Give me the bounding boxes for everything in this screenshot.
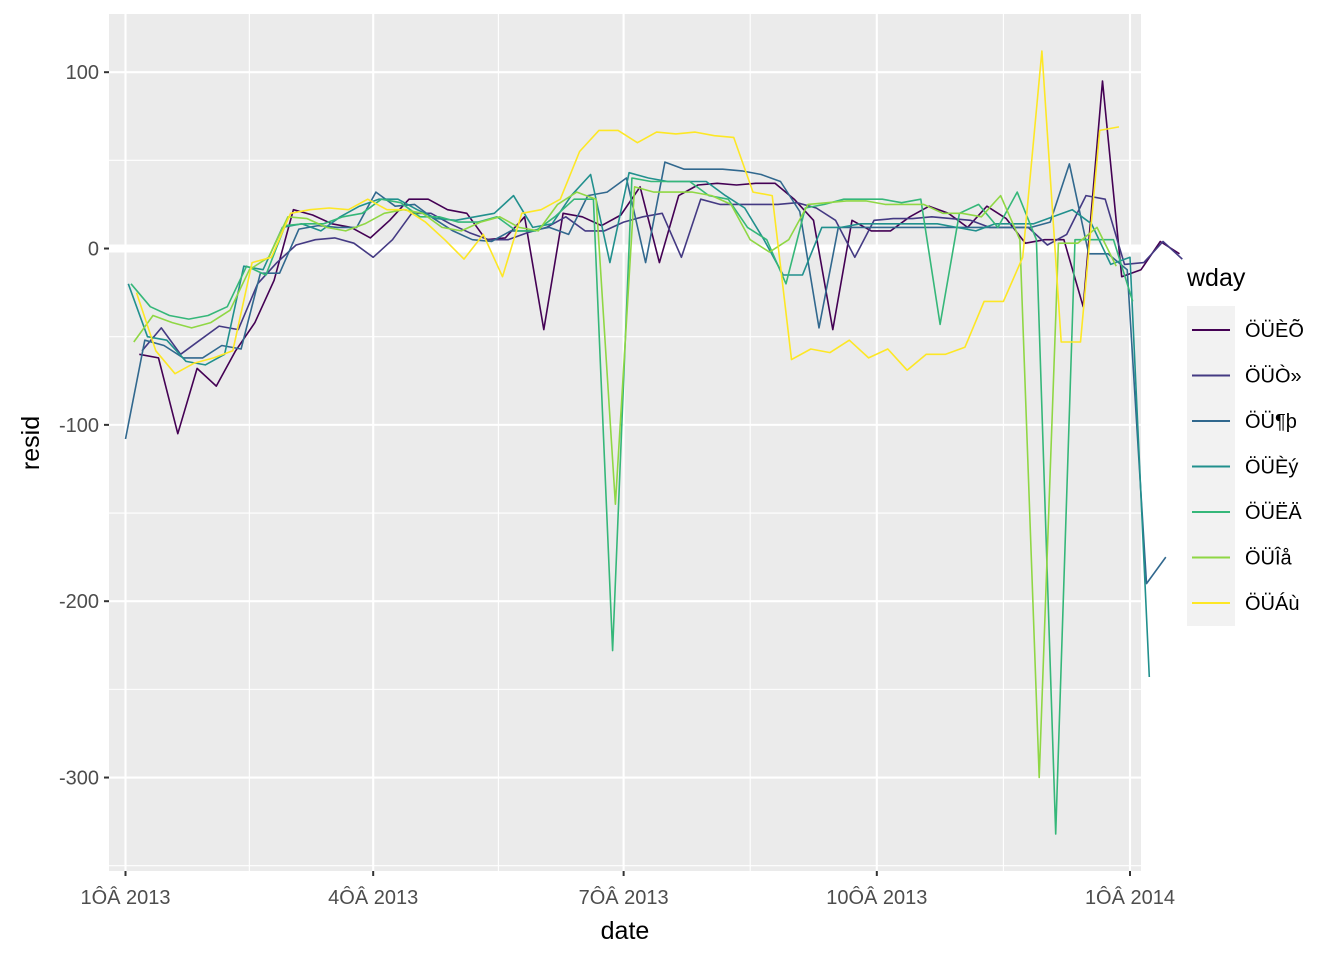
x-axis-title: date xyxy=(601,917,650,945)
legend-label: ÖÜÎå xyxy=(1245,547,1293,570)
plot-panel xyxy=(109,14,1141,871)
legend-label: ÖÜÒ» xyxy=(1245,365,1302,388)
minor-gridlines xyxy=(109,14,1141,871)
y-axis-title: resid xyxy=(17,416,45,470)
y-tick-label: -300 xyxy=(59,768,99,790)
y-tick-label: -200 xyxy=(59,591,99,613)
x-tick-label: 1ÔÂ 2013 xyxy=(80,886,170,909)
series-line xyxy=(139,80,1180,435)
legend-label: ÖÜËÄ xyxy=(1245,502,1302,524)
series-line xyxy=(133,186,1117,779)
legend-label: ÖÜÈý xyxy=(1245,456,1298,479)
y-tick-label: 0 xyxy=(88,239,99,261)
x-tick-label: 1ÔÂ 2014 xyxy=(1085,886,1175,909)
legend-label: ÖÜ¶þ xyxy=(1245,411,1297,433)
x-tick-label: 7ÔÂ 2013 xyxy=(579,886,669,909)
legend-label: ÖÜÈÕ xyxy=(1245,318,1304,342)
major-gridlines xyxy=(109,14,1141,871)
x-tick-label: 4ÔÂ 2013 xyxy=(328,886,418,909)
series-line xyxy=(130,177,1134,835)
legend-title: wday xyxy=(1186,264,1246,292)
series-line xyxy=(135,50,1120,375)
legend-label: ÖÜÁù xyxy=(1245,592,1299,615)
y-tick-label: -100 xyxy=(59,415,99,437)
x-axis: 1ÔÂ 2013 4ÔÂ 2013 7ÔÂ 2013 10ÔÂ 2013 1ÔÂ 201… xyxy=(80,871,1175,909)
x-tick-label: 10ÔÂ 2013 xyxy=(826,886,927,909)
y-tick-label: 100 xyxy=(66,62,99,84)
legend-items: ÖÜÈÕ ÖÜÒ» ÖÜ¶þ ÖÜÈý ÖÜËÄ ÖÜÎå ÖÜÁù xyxy=(1192,318,1304,615)
series-lines xyxy=(124,50,1183,835)
series-line xyxy=(124,161,1167,585)
legend: wday ÖÜÈÕ ÖÜÒ» ÖÜ¶þ ÖÜÈý ÖÜËÄ ÖÜÎå ÖÜÁù xyxy=(1186,264,1304,626)
y-axis: -300 -200 -100 0 100 xyxy=(59,62,109,790)
